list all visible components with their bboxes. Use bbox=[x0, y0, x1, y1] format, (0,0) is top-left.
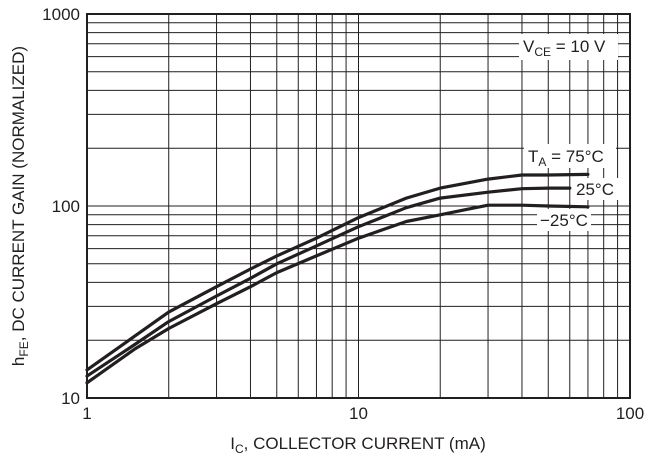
series-label-bg-0 bbox=[524, 144, 616, 168]
series-label-bg-2 bbox=[537, 209, 591, 231]
condition-label-bg bbox=[519, 34, 618, 60]
series-label-bg-1 bbox=[572, 178, 620, 200]
x-tick-label: 1 bbox=[82, 404, 91, 423]
y-tick-label: 1000 bbox=[42, 5, 80, 24]
y-tick-label: 100 bbox=[52, 197, 80, 216]
series-line-1 bbox=[85, 186, 572, 378]
y-tick-label: 10 bbox=[61, 389, 80, 408]
curves bbox=[85, 172, 590, 385]
series-label-75c: TA = 75°C bbox=[528, 147, 604, 169]
condition-label: VCE = 10 V bbox=[523, 37, 606, 59]
series-label-minus25c: −25°C bbox=[540, 211, 588, 230]
series-line-0 bbox=[85, 172, 590, 372]
x-axis-title: IC, COLLECTOR CURRENT (mA) bbox=[230, 434, 486, 456]
x-tick-label: 100 bbox=[616, 404, 644, 423]
series-line-2 bbox=[85, 203, 590, 385]
x-tick-label: 10 bbox=[349, 404, 368, 423]
series-label-25c: 25°C bbox=[576, 180, 614, 199]
y-axis-title: hFE, DC CURRENT GAIN (NORMALIZED) bbox=[9, 46, 31, 366]
plot-frame bbox=[86, 13, 631, 399]
